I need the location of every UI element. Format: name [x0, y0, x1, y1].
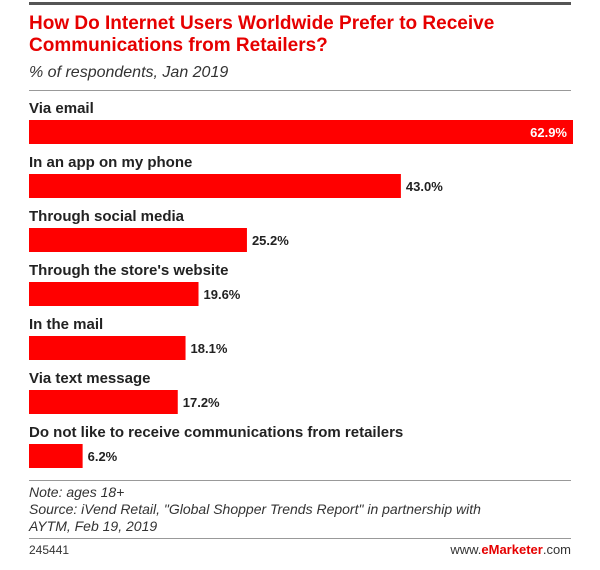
brand-suffix: .com: [542, 542, 571, 557]
bar: [29, 174, 401, 198]
bar: [29, 120, 573, 144]
category-label: Through social media: [29, 208, 185, 225]
bar: [29, 336, 186, 360]
category-label: Through the store's website: [29, 262, 228, 279]
subtitle-divider: [29, 90, 571, 91]
bar: [29, 228, 247, 252]
brand-logo: www.eMarketer.com: [450, 542, 571, 557]
bar-chart: Via email 62.9% In an app on my phone 43.0%…: [29, 100, 573, 468]
brand-prefix: www.: [450, 542, 482, 557]
category-label: Do not like to receive communications fr…: [29, 424, 403, 441]
value-label: 6.2%: [88, 449, 118, 464]
value-label: 17.2%: [183, 395, 220, 410]
value-label: 19.6%: [204, 287, 241, 302]
bar: [29, 282, 199, 306]
value-label: 43.0%: [406, 179, 443, 194]
category-label: In the mail: [29, 316, 103, 333]
chart-subtitle: % of respondents, Jan 2019: [29, 64, 229, 81]
footer-bottom-divider: [29, 538, 571, 539]
value-label: 62.9%: [530, 125, 567, 140]
footer-divider: [29, 480, 571, 481]
category-label: In an app on my phone: [29, 154, 192, 171]
bar: [29, 444, 83, 468]
category-label: Via text message: [29, 370, 150, 387]
chart-notes: Note: ages 18+ Source: iVend Retail, "Gl…: [29, 484, 574, 535]
bar: [29, 390, 178, 414]
chart-title: How Do Internet Users Worldwide Prefer t…: [29, 13, 495, 56]
chart-id: 245441: [29, 543, 70, 557]
source-text-line-1: Source: iVend Retail, "Global Shopper Tr…: [29, 501, 481, 517]
note-text: Note: ages 18+: [29, 484, 125, 500]
brand-name: eMarketer: [481, 542, 543, 557]
value-label: 25.2%: [252, 233, 289, 248]
category-label: Via email: [29, 100, 94, 117]
top-rule: [29, 2, 571, 5]
source-text-line-2: AYTM, Feb 19, 2019: [29, 518, 158, 534]
value-label: 18.1%: [191, 341, 228, 356]
